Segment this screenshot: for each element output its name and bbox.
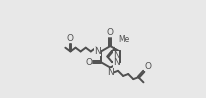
Text: O: O [85,58,92,67]
Text: O: O [107,28,114,37]
Text: O: O [67,34,74,43]
Text: N: N [94,47,101,56]
Text: N: N [107,68,114,77]
Text: Me: Me [119,35,130,44]
Text: N: N [113,58,119,67]
Text: N: N [113,51,119,60]
Text: O: O [144,62,151,71]
